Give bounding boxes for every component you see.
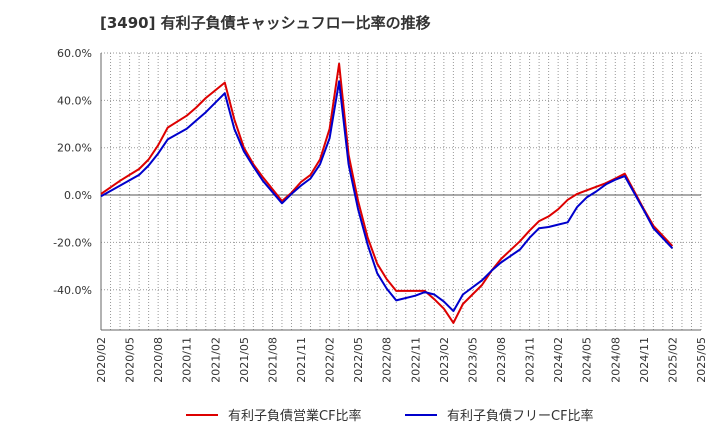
series-lines xyxy=(100,62,674,324)
x-tick-label: 2020/02 xyxy=(95,337,108,383)
x-tick-label: 2024/08 xyxy=(609,337,622,383)
x-tick-label: 2024/02 xyxy=(552,337,565,383)
x-tick-label: 2021/11 xyxy=(295,337,308,383)
x-tick-label: 2023/02 xyxy=(438,337,451,383)
y-tick-label: 0.0% xyxy=(64,189,92,202)
y-tick-label: 60.0% xyxy=(57,47,92,60)
x-tick-label: 2021/02 xyxy=(209,337,222,383)
x-tick-label: 2021/08 xyxy=(266,337,279,383)
chart-title: [3490] 有利子負債キャッシュフロー比率の推移 xyxy=(100,14,431,32)
y-tick-label: -40.0% xyxy=(53,284,92,297)
x-tick-label: 2023/08 xyxy=(495,337,508,383)
x-tick-label: 2020/05 xyxy=(124,337,137,383)
x-tick-label: 2022/08 xyxy=(381,337,394,383)
y-tick-label: 40.0% xyxy=(57,94,92,107)
legend-label-2: 有利子負債フリーCF比率 xyxy=(447,408,594,424)
x-tick-label: 2022/05 xyxy=(352,337,365,383)
x-axis-ticks: 2020/02 2020/05 2020/08 2020/11 2021/02 2021/… xyxy=(95,337,708,383)
x-tick-label: 2020/08 xyxy=(152,337,165,383)
x-tick-label: 2023/05 xyxy=(466,337,479,383)
x-tick-label: 2025/02 xyxy=(666,337,679,383)
x-tick-label: 2020/11 xyxy=(181,337,194,383)
grid-lines xyxy=(100,52,702,330)
axes xyxy=(100,53,701,331)
x-tick-label: 2024/05 xyxy=(581,337,594,383)
x-tick-label: 2023/11 xyxy=(524,337,537,383)
x-tick-label: 2024/11 xyxy=(638,337,651,383)
x-tick-label: 2022/02 xyxy=(324,337,337,383)
y-tick-label: -20.0% xyxy=(53,236,92,249)
x-tick-label: 2021/05 xyxy=(238,337,251,383)
x-tick-label: 2025/05 xyxy=(695,337,708,383)
x-tick-label: 2022/11 xyxy=(409,337,422,383)
series-line-1 xyxy=(100,62,674,324)
legend-label-1: 有利子負債営業CF比率 xyxy=(228,408,362,424)
y-axis-ticks: 60.0% 40.0% 20.0% 0.0% -20.0% -40.0% xyxy=(53,47,92,297)
series-line-2 xyxy=(100,80,674,313)
legend: 有利子負債営業CF比率 有利子負債フリーCF比率 xyxy=(186,408,594,424)
y-tick-label: 20.0% xyxy=(57,142,92,155)
